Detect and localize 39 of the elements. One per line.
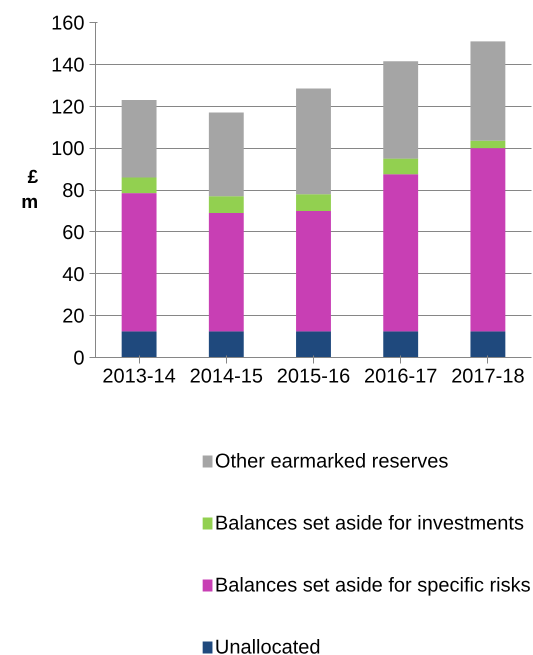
bar <box>296 88 331 194</box>
legend-label: Other earmarked reserves <box>214 450 448 472</box>
y-tick-label: 120 <box>51 96 85 118</box>
bar <box>470 148 506 332</box>
y-axis-title: £ m <box>21 166 39 214</box>
bar <box>208 112 244 196</box>
bar <box>383 331 418 358</box>
y-tick-label: 0 <box>73 348 84 370</box>
bar <box>122 100 157 178</box>
y-tick-label: 140 <box>51 54 85 76</box>
x-tick-label: 2015-16 <box>276 366 350 388</box>
bar <box>470 331 506 358</box>
bar <box>122 193 157 332</box>
legend-label: Balances set aside for investments <box>214 512 524 534</box>
bar <box>122 331 157 358</box>
bar <box>470 41 506 141</box>
y-tick-label: 20 <box>62 306 85 328</box>
bar <box>383 158 418 174</box>
legend-label: Unallocated <box>214 636 321 655</box>
y-tick-label: 80 <box>62 180 85 202</box>
bar <box>208 213 244 332</box>
y-tick-label: 160 <box>51 12 85 34</box>
bar <box>383 174 418 332</box>
bar <box>122 177 157 194</box>
x-tick-label: 2016-17 <box>364 366 438 388</box>
bar <box>208 331 244 358</box>
x-tick-label: 2013-14 <box>102 366 176 388</box>
x-tick-label: 2017-18 <box>451 366 525 388</box>
legend-label: Balances set aside for specific risks <box>214 574 531 596</box>
y-tick-label: 40 <box>62 264 85 286</box>
bar <box>296 194 331 211</box>
bar <box>383 61 418 159</box>
bar <box>470 140 506 148</box>
bar <box>296 210 331 332</box>
y-tick-label: 60 <box>62 222 85 244</box>
x-tick-label: 2014-15 <box>190 366 264 388</box>
bar <box>296 331 331 358</box>
bar <box>208 196 244 214</box>
y-tick-label: 100 <box>51 138 85 160</box>
